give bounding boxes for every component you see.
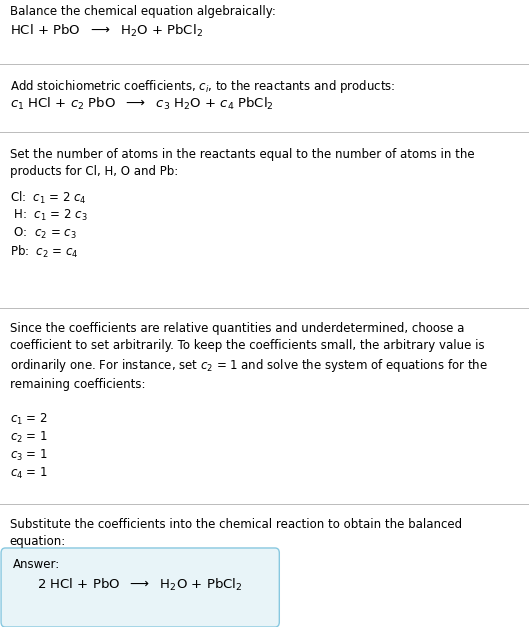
Text: H:  $c_1$ = 2 $c_3$: H: $c_1$ = 2 $c_3$ <box>10 208 87 223</box>
Text: Balance the chemical equation algebraically:: Balance the chemical equation algebraica… <box>10 5 276 18</box>
Text: Substitute the coefficients into the chemical reaction to obtain the balanced
eq: Substitute the coefficients into the che… <box>10 518 462 548</box>
Text: Add stoichiometric coefficients, $c_i$, to the reactants and products:: Add stoichiometric coefficients, $c_i$, … <box>10 78 395 95</box>
Text: Set the number of atoms in the reactants equal to the number of atoms in the
pro: Set the number of atoms in the reactants… <box>10 148 474 178</box>
FancyBboxPatch shape <box>1 548 279 627</box>
Text: O:  $c_2$ = $c_3$: O: $c_2$ = $c_3$ <box>10 226 76 241</box>
Text: $c_4$ = 1: $c_4$ = 1 <box>10 466 47 481</box>
Text: Pb:  $c_2$ = $c_4$: Pb: $c_2$ = $c_4$ <box>10 244 78 260</box>
Text: Since the coefficients are relative quantities and underdetermined, choose a
coe: Since the coefficients are relative quan… <box>10 322 487 391</box>
Text: $c_1$ HCl + $c_2$ PbO  $\longrightarrow$  $c_3$ H$_2$O + $c_4$ PbCl$_2$: $c_1$ HCl + $c_2$ PbO $\longrightarrow$ … <box>10 96 273 112</box>
Text: $c_1$ = 2: $c_1$ = 2 <box>10 412 47 427</box>
Text: Cl:  $c_1$ = 2 $c_4$: Cl: $c_1$ = 2 $c_4$ <box>10 190 86 206</box>
Text: Answer:: Answer: <box>13 558 60 571</box>
Text: HCl + PbO  $\longrightarrow$  H$_2$O + PbCl$_2$: HCl + PbO $\longrightarrow$ H$_2$O + PbC… <box>10 23 203 39</box>
Text: $c_2$ = 1: $c_2$ = 1 <box>10 430 47 445</box>
Text: 2 HCl + PbO  $\longrightarrow$  H$_2$O + PbCl$_2$: 2 HCl + PbO $\longrightarrow$ H$_2$O + P… <box>37 577 243 593</box>
Text: $c_3$ = 1: $c_3$ = 1 <box>10 448 47 463</box>
